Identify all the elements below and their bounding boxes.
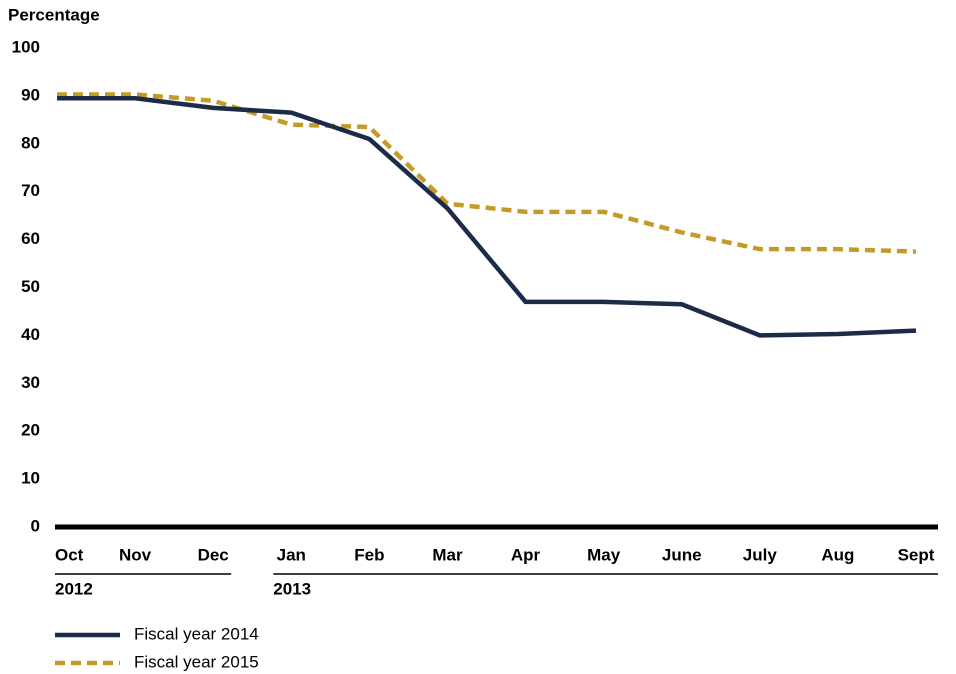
y-tick-label: 70 xyxy=(21,181,40,200)
x-tick-label: June xyxy=(662,545,702,564)
line-series xyxy=(57,96,917,338)
legend-label: Fiscal year 2015 xyxy=(134,652,259,671)
x-tick-label: Apr xyxy=(511,545,541,564)
x-tick-label: Sept xyxy=(898,545,935,564)
y-tick-label: 60 xyxy=(21,229,40,248)
x-tick-label: May xyxy=(587,545,621,564)
x-tick-label: Nov xyxy=(119,545,152,564)
y-tick-label: 30 xyxy=(21,373,40,392)
y-tick-label: 0 xyxy=(31,516,40,535)
legend-label: Fiscal year 2014 xyxy=(134,624,259,643)
y-axis-label: Percentage xyxy=(8,5,100,24)
x-group-label: 2013 xyxy=(273,579,311,598)
x-tick-label: July xyxy=(743,545,778,564)
line-series xyxy=(57,92,917,254)
x-tick-label: Dec xyxy=(198,545,229,564)
y-tick-label: 40 xyxy=(21,325,40,344)
x-tick-label: Feb xyxy=(354,545,384,564)
x-tick-label: Mar xyxy=(432,545,463,564)
x-tick-label: Jan xyxy=(277,545,306,564)
y-tick-label: 50 xyxy=(21,277,40,296)
x-tick-label: Oct xyxy=(55,545,84,564)
y-tick-label: 80 xyxy=(21,133,40,152)
y-tick-label: 100 xyxy=(12,37,40,56)
x-tick-label: Aug xyxy=(821,545,854,564)
y-tick-label: 20 xyxy=(21,421,40,440)
y-tick-label: 10 xyxy=(21,469,40,488)
y-tick-label: 90 xyxy=(21,85,40,104)
x-group-label: 2012 xyxy=(55,579,93,598)
